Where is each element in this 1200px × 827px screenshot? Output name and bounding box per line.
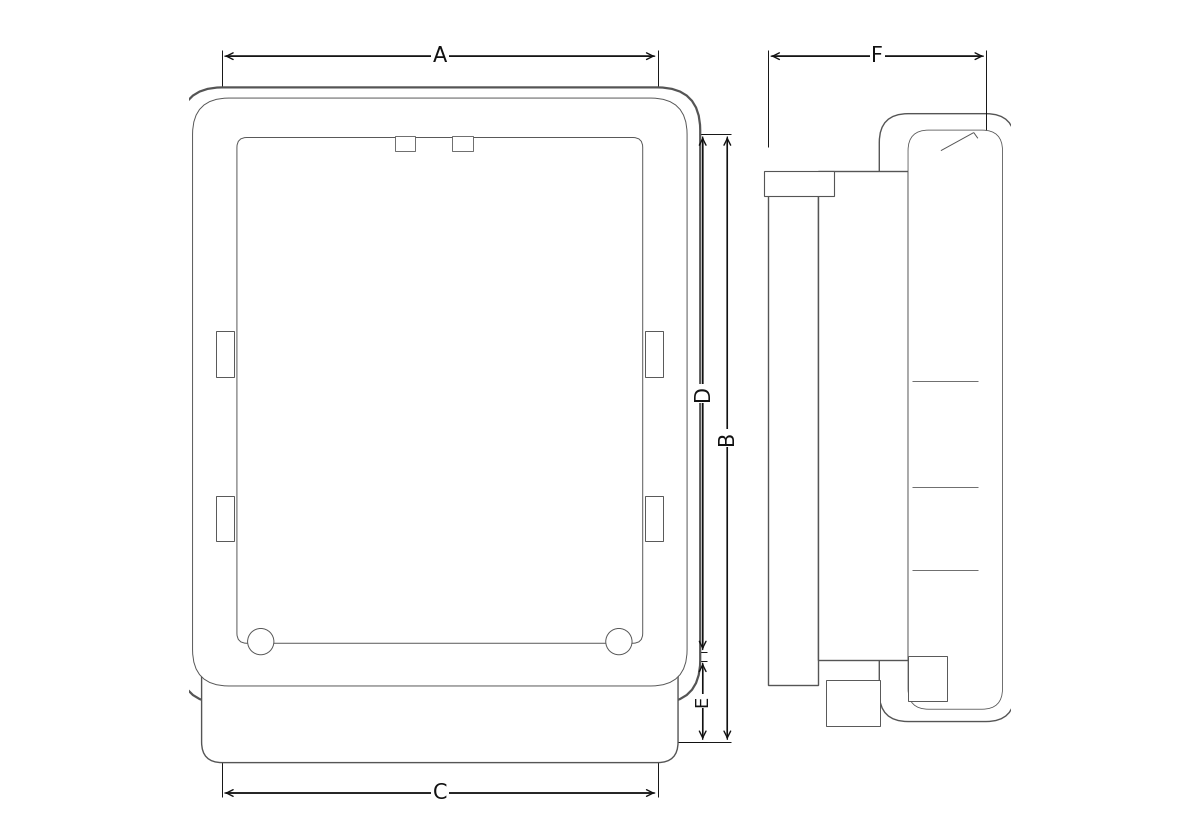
Bar [908, 656, 947, 701]
FancyBboxPatch shape [192, 98, 688, 686]
Bar [646, 495, 664, 541]
Bar [646, 332, 664, 376]
Circle shape [606, 629, 632, 655]
FancyBboxPatch shape [202, 628, 678, 762]
Bar [817, 171, 908, 660]
FancyBboxPatch shape [180, 88, 701, 703]
Bar [395, 136, 415, 151]
Bar [216, 332, 234, 376]
Text: B: B [718, 431, 737, 445]
Circle shape [247, 629, 274, 655]
Bar [826, 681, 880, 725]
FancyBboxPatch shape [880, 113, 1015, 721]
Bar [768, 188, 817, 685]
Text: E: E [694, 696, 712, 707]
FancyBboxPatch shape [908, 130, 1002, 710]
Text: A: A [433, 46, 446, 66]
Bar [764, 171, 834, 196]
Text: C: C [432, 783, 448, 803]
Text: D: D [692, 385, 713, 401]
Bar [216, 495, 234, 541]
FancyBboxPatch shape [236, 137, 643, 643]
Text: F: F [871, 46, 883, 66]
Bar [452, 136, 473, 151]
